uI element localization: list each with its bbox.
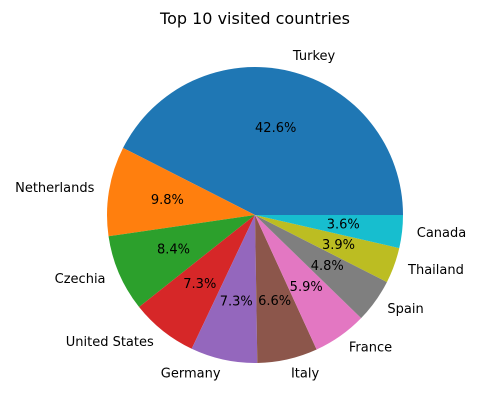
slice-label-turkey: Turkey [292,49,336,64]
slice-percent-spain: 4.8% [311,259,344,274]
slice-label-czechia: Czechia [55,272,106,287]
pie-slices [107,67,403,363]
slice-label-thailand: Thailand [407,263,464,278]
slice-label-germany: Germany [161,367,221,382]
slice-label-france: France [349,341,392,356]
slice-percent-united-states: 7.3% [183,277,216,292]
slice-percent-thailand: 3.9% [322,238,355,253]
slice-percent-netherlands: 9.8% [151,193,184,208]
chart-title: Top 10 visited countries [159,9,350,28]
slice-label-italy: Italy [291,366,320,381]
slice-label-netherlands: Netherlands [15,181,94,196]
slice-percent-germany: 7.3% [220,294,253,309]
slice-percent-italy: 6.6% [258,294,291,309]
slice-percent-turkey: 42.6% [255,121,296,136]
slice-percent-czechia: 8.4% [157,243,190,258]
slice-percent-france: 5.9% [290,280,323,295]
slice-percent-canada: 3.6% [327,218,360,233]
slice-label-spain: Spain [387,302,423,317]
slice-label-canada: Canada [417,226,466,241]
slice-label-united-states: United States [66,335,154,350]
